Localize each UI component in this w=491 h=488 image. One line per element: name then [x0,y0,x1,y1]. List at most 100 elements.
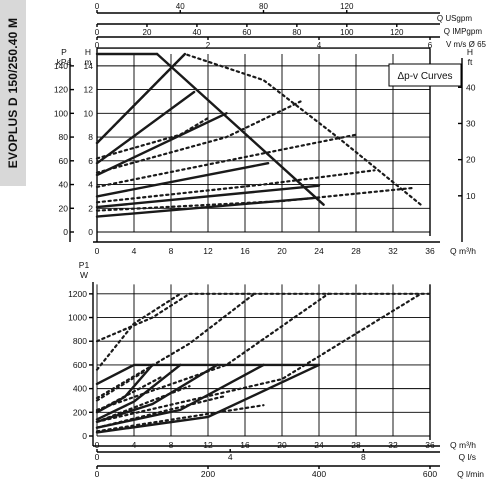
bottom-x-tick-label: 20 [277,440,287,450]
kpa-tick-label: 100 [54,108,68,118]
power-curve-dotted [95,292,330,411]
lmin-tick-label: 0 [95,469,100,479]
top-x-tick-label: 0 [95,246,100,256]
kpa-axis-label-p: P [61,47,67,57]
kpa-tick-label: 120 [54,85,68,95]
ft-tick-label: 40 [466,82,476,92]
head-curve-dotted [95,100,302,174]
kpa-tick-label: 80 [59,132,69,142]
bottom-x-axis-label: Q m³/h [450,440,476,450]
head-curve-dotted [95,169,376,204]
impgpm-tick-label: 0 [95,28,100,37]
kpa-axis-label-unit: kPa [57,57,72,67]
head-m-tick-label: 12 [84,85,94,95]
velocity-tick-label: 2 [206,41,211,50]
power-curve-dotted [95,370,145,402]
power-tick-label: 600 [73,360,87,370]
bottom-x-tick-label: 16 [240,440,250,450]
power-curve-solid [95,363,182,421]
power-curve-dotted [95,292,422,423]
ft-axis-label-h: H [467,47,473,57]
power-curve-solid [95,363,219,423]
ft-tick-label: 30 [466,118,476,128]
top-x-tick-label: 28 [351,246,361,256]
usgpm-tick-label: 0 [95,2,100,11]
head-m-tick-label: 2 [88,203,93,213]
power-tick-label: 400 [73,384,87,394]
bottom-x-tick-label: 0 [95,440,100,450]
head-m-tick-label: 10 [84,108,94,118]
velocity-tick-label: 0 [95,41,100,50]
impgpm-tick-label: 80 [292,28,301,37]
bottom-x-tick-label: 24 [314,440,324,450]
head-curve-dotted [95,116,210,160]
usgpm-axis-label: Q USgpm [437,14,472,23]
velocity-tick-label: 6 [428,41,433,50]
bottom-x-tick-label: 28 [351,440,361,450]
top-x-tick-label: 32 [388,246,398,256]
head-m-tick-label: 8 [88,132,93,142]
velocity-tick-label: 4 [317,41,322,50]
head-curve-dotted [95,133,358,188]
head-axis-label-unit: m [84,57,91,67]
bottom-x-tick-label: 12 [203,440,213,450]
head-curve-solid [95,184,321,209]
bottom-x-tick-label: 36 [425,440,435,450]
kpa-tick-label: 40 [59,180,69,190]
power-curve-dotted [95,385,191,423]
power-tick-label: 200 [73,407,87,417]
power-curve-solid [95,363,321,386]
power-curve-dotted [95,394,228,429]
kpa-tick-label: 0 [63,227,68,237]
top-x-tick-label: 36 [425,246,435,256]
top-x-tick-label: 16 [240,246,250,256]
head-m-tick-label: 0 [88,227,93,237]
velocity-axis-label: V m/s Ø 65 [446,40,487,49]
head-m-tick-label: 6 [88,156,93,166]
bottom-x-tick-label: 4 [132,440,137,450]
impgpm-tick-label: 40 [192,28,201,37]
model-sidebar: EVOPLUS D 150/250.40 M [0,0,26,186]
head-curve-solid [95,90,196,165]
impgpm-tick-label: 120 [390,28,404,37]
power-curve-dotted [95,375,163,413]
kpa-tick-label: 140 [54,61,68,71]
annotation-box [388,63,462,87]
top-x-axis-label: Q m³/h [450,246,476,256]
lmin-tick-label: 200 [201,469,215,479]
head-m-tick-label: 4 [88,180,93,190]
impgpm-tick-label: 20 [143,28,152,37]
power-axis-label-p: P1 [79,260,90,270]
lmin-tick-label: 400 [312,469,326,479]
usgpm-tick-label: 40 [176,2,185,11]
kpa-tick-label: 20 [59,203,69,213]
power-curve-dotted [95,404,265,433]
impgpm-axis-label: Q IMPgpm [444,27,483,36]
power-curve-dotted [95,292,256,400]
top-x-tick-label: 20 [277,246,287,256]
head-curve-dotted [95,52,422,206]
top-x-tick-label: 12 [203,246,213,256]
annotation-text: Δp-v Curves [397,71,452,82]
ls-tick-label: 4 [228,452,233,462]
head-curve-solid [155,52,325,206]
ft-axis-label-unit: ft [468,57,473,67]
power-tick-label: 800 [73,336,87,346]
ft-tick-label: 20 [466,155,476,165]
usgpm-tick-label: 120 [340,2,354,11]
head-m-tick-label: 14 [84,61,94,71]
head-curve-dotted [95,187,413,212]
power-curve-dotted [95,292,432,343]
bottom-x-tick-label: 8 [169,440,174,450]
lmin-axis-label: Q l/min [457,469,484,479]
power-axis-label-unit: W [80,270,88,280]
power-curve-solid [95,363,321,434]
ft-tick-label: 10 [466,191,476,201]
ls-axis-label: Q l/s [459,452,476,462]
usgpm-tick-label: 80 [259,2,268,11]
ls-tick-label: 8 [361,452,366,462]
impgpm-tick-label: 100 [340,28,354,37]
power-curve-dotted [95,292,182,371]
power-tick-label: 0 [82,431,87,441]
